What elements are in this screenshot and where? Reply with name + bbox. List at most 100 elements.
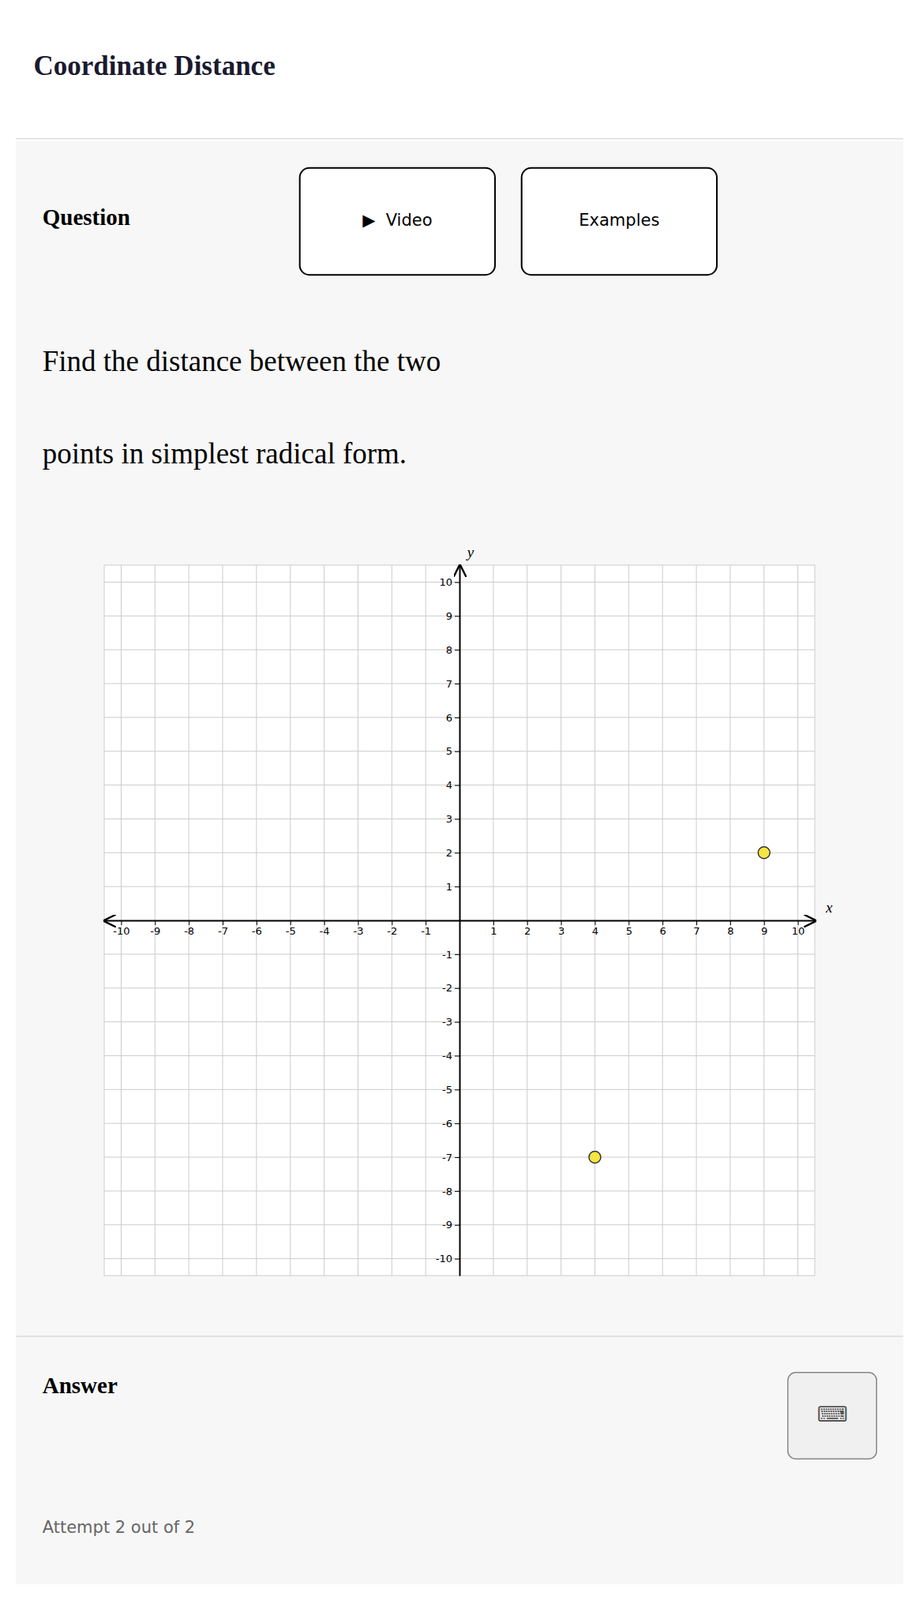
x-tick-label: 2: [524, 925, 531, 938]
button[interactable]: [521, 168, 717, 275]
keyboard-icon[interactable]: ⌨: [817, 1402, 848, 1427]
x-tick-label: 8: [727, 925, 734, 938]
x-tick-mark: [527, 920, 529, 926]
button-label[interactable]: ▶ Video: [362, 210, 432, 230]
button[interactable]: [300, 168, 496, 275]
section-background: [15, 141, 904, 299]
y-tick-mark: [454, 954, 460, 956]
y-tick: -10: [435, 1252, 460, 1265]
x-tick: 3: [558, 920, 565, 938]
y-tick-label: -5: [442, 1084, 453, 1096]
x-tick-label: 1: [490, 925, 497, 938]
y-tick-label: -6: [442, 1117, 453, 1130]
y-tick-label: 8: [446, 644, 453, 657]
plot-frame: [104, 565, 815, 1276]
x-tick: 4: [592, 920, 599, 938]
y-tick: -1: [442, 949, 460, 961]
x-tick: 9: [761, 920, 768, 938]
x-tick-mark: [391, 920, 393, 926]
y-tick: -3: [442, 1016, 460, 1028]
page-svg: Coordinate Distance Question ▶ Video Exampl…: [0, 0, 919, 1600]
y-tick-label: -2: [442, 982, 453, 995]
y-tick: 10: [438, 576, 460, 589]
section-background: [15, 517, 904, 1334]
x-tick-label: 3: [558, 925, 565, 938]
y-tick-label: 3: [446, 813, 453, 826]
x-tick-mark: [120, 920, 122, 926]
x-tick-mark: [594, 920, 596, 926]
button-label[interactable]: Examples: [578, 210, 660, 230]
y-tick: 2: [446, 847, 460, 859]
y-tick-mark: [454, 649, 460, 651]
x-tick: 6: [660, 920, 667, 938]
y-tick-mark: [454, 1022, 460, 1024]
x-tick: -3: [352, 920, 364, 938]
y-tick-mark: [454, 1157, 460, 1159]
y-tick-mark: [454, 1259, 460, 1261]
y-tick-label: -4: [442, 1050, 453, 1062]
y-tick-label: 4: [446, 779, 453, 792]
point: [757, 847, 770, 859]
y-tick: -5: [442, 1084, 460, 1096]
x-tick-mark: [662, 920, 664, 926]
x-tick-mark: [188, 920, 190, 926]
x-tick: 7: [693, 920, 700, 938]
x-tick-label: 6: [660, 925, 667, 938]
x-tick: -4: [319, 920, 331, 938]
y-tick-mark: [454, 886, 460, 888]
y-tick-mark: [454, 852, 460, 854]
y-tick-mark: [454, 988, 460, 990]
x-tick-mark: [324, 920, 326, 926]
answer-label: Answer: [42, 1372, 118, 1399]
y-tick: -8: [442, 1185, 460, 1198]
x-tick-label: -7: [217, 925, 229, 938]
x-tick-label: -1: [420, 925, 432, 938]
y-tick-mark: [454, 1055, 460, 1057]
y-tick: 6: [446, 712, 460, 724]
grid: [104, 565, 815, 1276]
y-tick-label: -7: [442, 1151, 453, 1164]
x-tick-mark: [493, 920, 495, 926]
x-tick: -8: [183, 920, 195, 938]
x-tick-label: -10: [112, 925, 130, 938]
y-tick-label: 7: [446, 678, 453, 691]
section-background: [15, 1490, 904, 1585]
y-tick-mark: [454, 615, 460, 617]
x-tick-mark: [357, 920, 359, 926]
x-tick-mark: [561, 920, 563, 926]
title-border: [15, 138, 904, 139]
x-tick-label: -3: [352, 925, 364, 938]
x-tick: -9: [150, 920, 161, 938]
y-tick: 4: [446, 779, 460, 792]
y-tick-label: 2: [446, 847, 453, 859]
y-tick: -9: [442, 1219, 460, 1231]
x-tick: 1: [490, 920, 497, 938]
x-tick: 2: [524, 920, 531, 938]
x-tick: -1: [420, 920, 432, 938]
x-tick: -5: [285, 920, 297, 938]
y-tick-label: -9: [442, 1219, 453, 1231]
y-axis-label: y: [465, 543, 475, 561]
y-tick: 8: [446, 644, 460, 657]
y-tick-mark: [454, 717, 460, 719]
x-tick: 5: [626, 920, 633, 938]
x-tick-label: -2: [386, 925, 398, 938]
title: Coordinate Distance: [33, 50, 275, 82]
x-tick-mark: [628, 920, 630, 926]
points: [588, 847, 770, 1164]
y-tick-label: 5: [446, 745, 453, 758]
y-tick-mark: [454, 581, 460, 583]
keyboard-button[interactable]: [787, 1372, 877, 1460]
x-tick-label: -4: [319, 925, 331, 938]
x-tick-label: 9: [761, 925, 768, 938]
x-tick: 8: [727, 920, 734, 938]
x-tick-label: 10: [791, 925, 806, 938]
plot: -10 -9 -8 -7 -6 -5 -4 -3 -2 -1 1 2 3 4 5 6 7 8 9 10 -10 -9 -8 -…: [104, 543, 833, 1277]
question-label: Question: [42, 204, 131, 230]
y-tick: 9: [446, 610, 460, 623]
x-tick-mark: [290, 920, 292, 926]
section-background: [15, 298, 904, 518]
y-tick-label: -3: [442, 1016, 453, 1028]
x-tick-mark: [764, 920, 766, 926]
y-tick: 7: [446, 678, 460, 691]
